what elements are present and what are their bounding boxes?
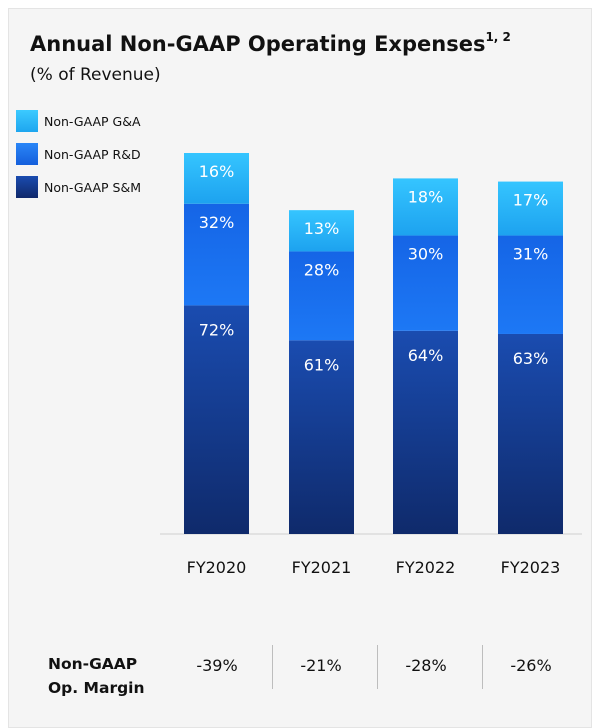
bar-sm-fy2022 [393,330,458,534]
op-margin-divider [482,645,483,689]
data-label-rd-fy2020: 32% [199,213,235,232]
bar-ga-fy2023 [498,181,563,236]
data-label-ga-fy2021: 13% [304,219,340,238]
bar-ga-fy2020 [184,153,249,204]
chart-title: Annual Non-GAAP Operating Expenses1, 2 [30,30,511,56]
title-footnote-marker: 1, 2 [485,30,511,44]
bar-sm-fy2021 [289,340,354,534]
legend-swatch-sm [16,176,38,198]
data-label-ga-fy2020: 16% [199,162,235,181]
data-label-sm-fy2022: 64% [408,346,444,365]
op-margin-value-fy2022: -28% [405,656,447,675]
chart-title-text: Annual Non-GAAP Operating Expenses [30,32,486,56]
op-margin-divider [272,645,273,689]
bar-rd-fy2021 [289,251,354,341]
data-label-sm-fy2020: 72% [199,320,235,339]
x-tick-label-fy2022: FY2022 [396,558,456,577]
legend-swatch-ga [16,110,38,132]
legend-label-sm: Non-GAAP S&M [44,179,142,195]
data-label-rd-fy2022: 30% [408,245,444,264]
bars-group: 72% 32% 16% FY2020 61% 28% 13% FY2021 64% 30% 18% F… [184,153,563,577]
legend-item-rd: Non-GAAP R&D [16,143,141,165]
x-tick-label-fy2021: FY2021 [292,558,352,577]
op-margin-title-line2: Op. Margin [48,679,145,697]
bar-rd-fy2020 [184,203,249,306]
op-margin-value-fy2023: -26% [510,656,552,675]
chart-subtitle: (% of Revenue) [30,65,161,85]
bar-rd-fy2022 [393,235,458,331]
x-tick-label-fy2023: FY2023 [501,558,561,577]
legend-item-ga: Non-GAAP G&A [16,110,141,132]
data-label-ga-fy2022: 18% [408,187,444,206]
bar-ga-fy2022 [393,178,458,236]
bar-sm-fy2020 [184,305,249,534]
legend-swatch-rd [16,143,38,165]
data-label-sm-fy2021: 61% [304,355,340,374]
stacked-bar-chart: 72% 32% 16% FY2020 61% 28% 13% FY2021 64% 30% 18% F… [160,153,582,577]
data-label-rd-fy2021: 28% [304,260,340,279]
op-margin-title-line1: Non-GAAP [48,655,138,673]
data-label-sm-fy2023: 63% [513,349,549,368]
legend-label-rd: Non-GAAP R&D [44,146,141,162]
data-label-rd-fy2023: 31% [513,245,549,264]
legend-item-sm: Non-GAAP S&M [16,176,141,198]
bar-sm-fy2023 [498,333,563,534]
op-margin-value-fy2020: -39% [196,656,238,675]
op-margin-divider [377,645,378,689]
data-label-ga-fy2023: 17% [513,191,549,210]
op-margin-title: Non-GAAP Op. Margin [48,652,145,700]
bar-rd-fy2023 [498,235,563,334]
bar-ga-fy2021 [289,210,354,252]
chart-legend: Non-GAAP G&A Non-GAAP R&D Non-GAAP S&M [16,110,141,209]
x-tick-label-fy2020: FY2020 [187,558,247,577]
op-margin-value-fy2021: -21% [300,656,342,675]
legend-label-ga: Non-GAAP G&A [44,113,141,129]
